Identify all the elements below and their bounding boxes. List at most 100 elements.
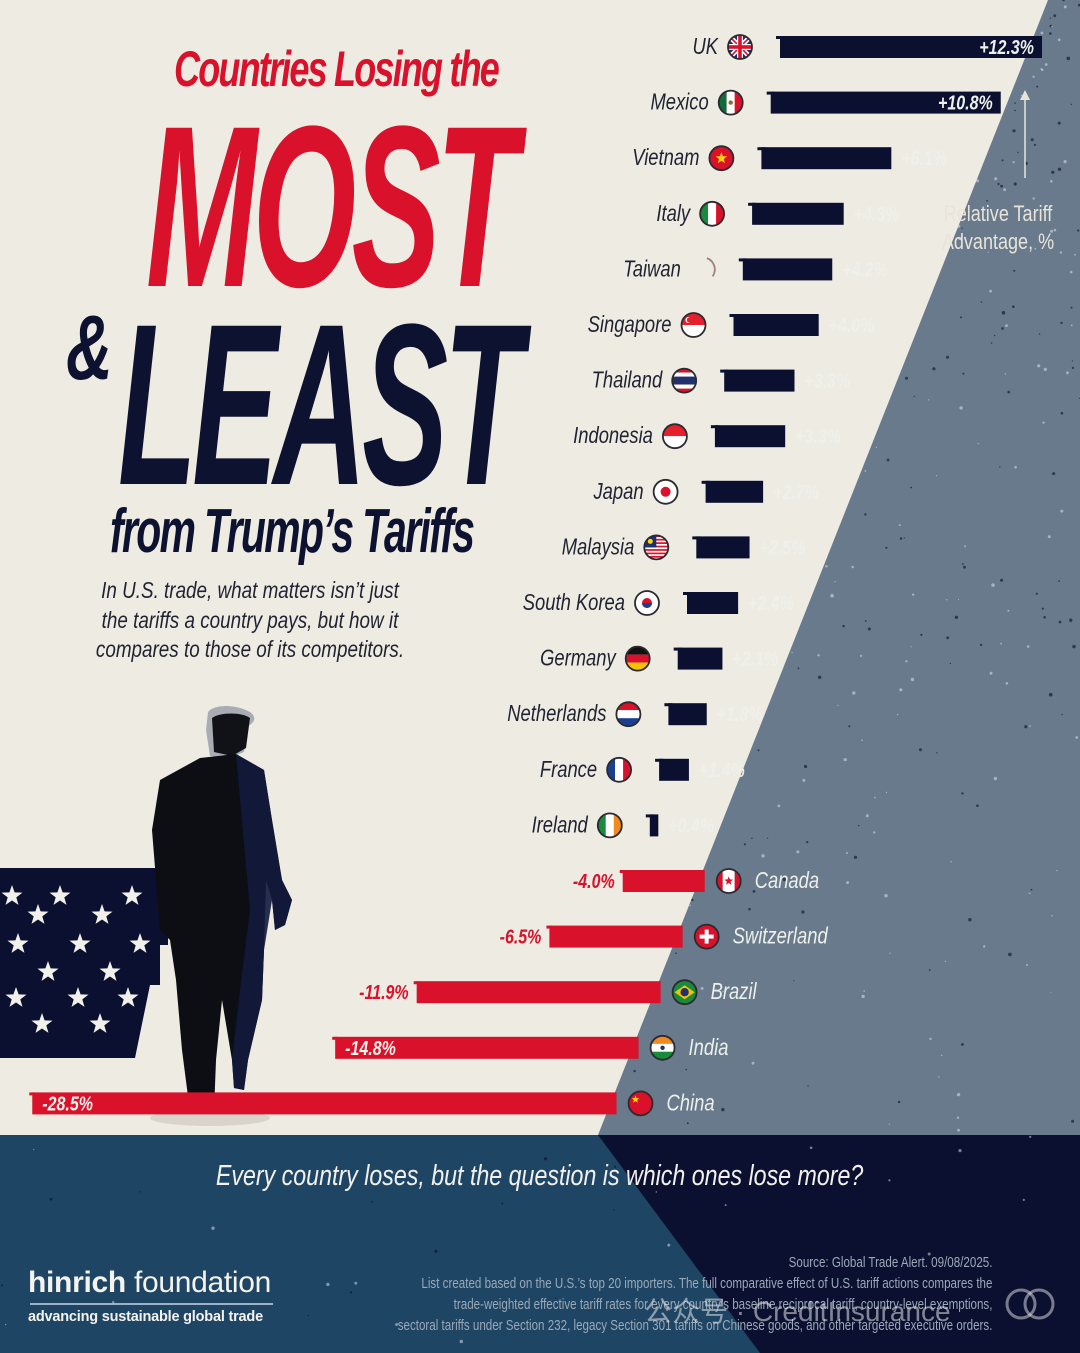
speckle — [802, 778, 806, 782]
japan-flag-icon — [652, 478, 679, 505]
speckle — [1001, 327, 1004, 330]
speckle — [956, 1092, 961, 1097]
title-block: Countries Losing the MOST & LEAST from T… — [0, 0, 522, 700]
ireland-flag-icon — [596, 812, 623, 839]
speckle — [721, 1107, 725, 1112]
speckle — [997, 182, 1000, 186]
star-icon — [129, 933, 151, 953]
speckle — [1059, 251, 1063, 254]
description: In U.S. trade, what matters isn’t just t… — [60, 576, 440, 665]
speckle — [949, 662, 952, 665]
speckle — [980, 301, 983, 303]
speckle — [1049, 32, 1052, 35]
speckle — [858, 824, 860, 827]
speckle — [665, 1308, 669, 1311]
speckle — [807, 1085, 809, 1087]
speckle — [1063, 5, 1067, 9]
speckle — [1053, 228, 1057, 232]
speckle — [761, 854, 765, 858]
bar-notch — [332, 1036, 338, 1040]
bar — [724, 369, 795, 392]
germany-flag-icon — [624, 645, 651, 672]
star-icon — [121, 885, 143, 905]
country-label: Malaysia — [562, 535, 635, 560]
bar-row-india: -14.8% India — [332, 1034, 728, 1061]
title-bottom-line: from Trump’s Tariffs — [110, 497, 475, 566]
speckle — [797, 667, 800, 670]
speckle — [1024, 725, 1028, 729]
bar — [780, 36, 1042, 58]
speckle — [1069, 618, 1073, 622]
speckle — [864, 470, 867, 472]
speckle — [498, 1326, 500, 1328]
hinrich-foundation-logo: hinrich foundation advancing sustainable… — [28, 1266, 273, 1325]
logo-wordmark: hinrich foundation — [28, 1266, 273, 1300]
speckle — [691, 898, 694, 902]
bar-row-netherlands: +1.8% Netherlands — [507, 701, 763, 728]
value-label: +2.7% — [773, 481, 819, 503]
speckle — [1048, 692, 1053, 697]
speckle — [957, 598, 960, 601]
speckle — [1008, 952, 1012, 957]
speckle — [1012, 161, 1015, 164]
speckle — [1050, 180, 1053, 183]
speckle — [964, 1309, 966, 1311]
speckle — [999, 466, 1001, 468]
speckle — [1013, 182, 1017, 186]
star-icon — [1, 885, 23, 905]
speckle — [1057, 121, 1061, 125]
speckle — [1012, 129, 1016, 133]
source-line: sectoral tariffs under Section 232, lega… — [397, 1318, 992, 1334]
speckle — [903, 537, 905, 539]
speckle — [905, 376, 908, 380]
speckle — [1043, 367, 1047, 371]
speckle — [752, 890, 756, 893]
speckle — [724, 1204, 727, 1207]
speckle — [1075, 736, 1079, 739]
speckle — [994, 334, 996, 337]
star-icon — [67, 987, 89, 1007]
speckle — [1037, 364, 1041, 368]
speckle — [1061, 713, 1063, 716]
bar — [752, 202, 844, 225]
star-icon — [5, 987, 27, 1007]
slate-diagonal-panel — [598, 0, 1080, 1135]
star-icon — [49, 885, 71, 905]
taiwan-flag-icon — [689, 256, 716, 283]
speckle — [1014, 465, 1017, 469]
speckle — [860, 654, 863, 658]
speckle — [1066, 371, 1069, 375]
bar-row-china: -28.5% China — [29, 1090, 715, 1117]
source-line: Source: Global Trade Alert. 09/08/2025. — [788, 1255, 992, 1271]
speckle — [946, 599, 948, 601]
speckle — [1077, 229, 1080, 232]
speckle — [959, 406, 963, 410]
speckle — [920, 633, 923, 637]
bar — [32, 1092, 617, 1115]
bar-row-south-korea: +2.4% South Korea — [523, 590, 794, 616]
speckle — [743, 843, 747, 846]
speckle — [928, 969, 931, 971]
speckle — [349, 1291, 352, 1294]
bar — [761, 147, 892, 170]
speckle — [1034, 247, 1037, 250]
speckle — [1026, 645, 1030, 648]
speckle — [675, 952, 677, 954]
speckle — [913, 395, 915, 398]
speckle — [371, 1201, 373, 1203]
speckle — [667, 1243, 671, 1247]
country-label: China — [667, 1091, 715, 1116]
up-arrow-icon — [1020, 90, 1030, 178]
speckle — [991, 583, 995, 587]
speckle — [1029, 1135, 1032, 1138]
speckle — [1014, 109, 1016, 112]
bar — [733, 314, 819, 336]
footer-question: Every country loses, but the question is… — [0, 1160, 1080, 1193]
speckle — [927, 1252, 931, 1256]
speckle — [1071, 366, 1075, 369]
speckle — [815, 1284, 818, 1287]
speckle — [1, 1284, 3, 1287]
country-label: Brazil — [711, 979, 758, 1004]
bar-row-france: +1.4% France — [540, 756, 745, 783]
speckle — [555, 1297, 557, 1299]
